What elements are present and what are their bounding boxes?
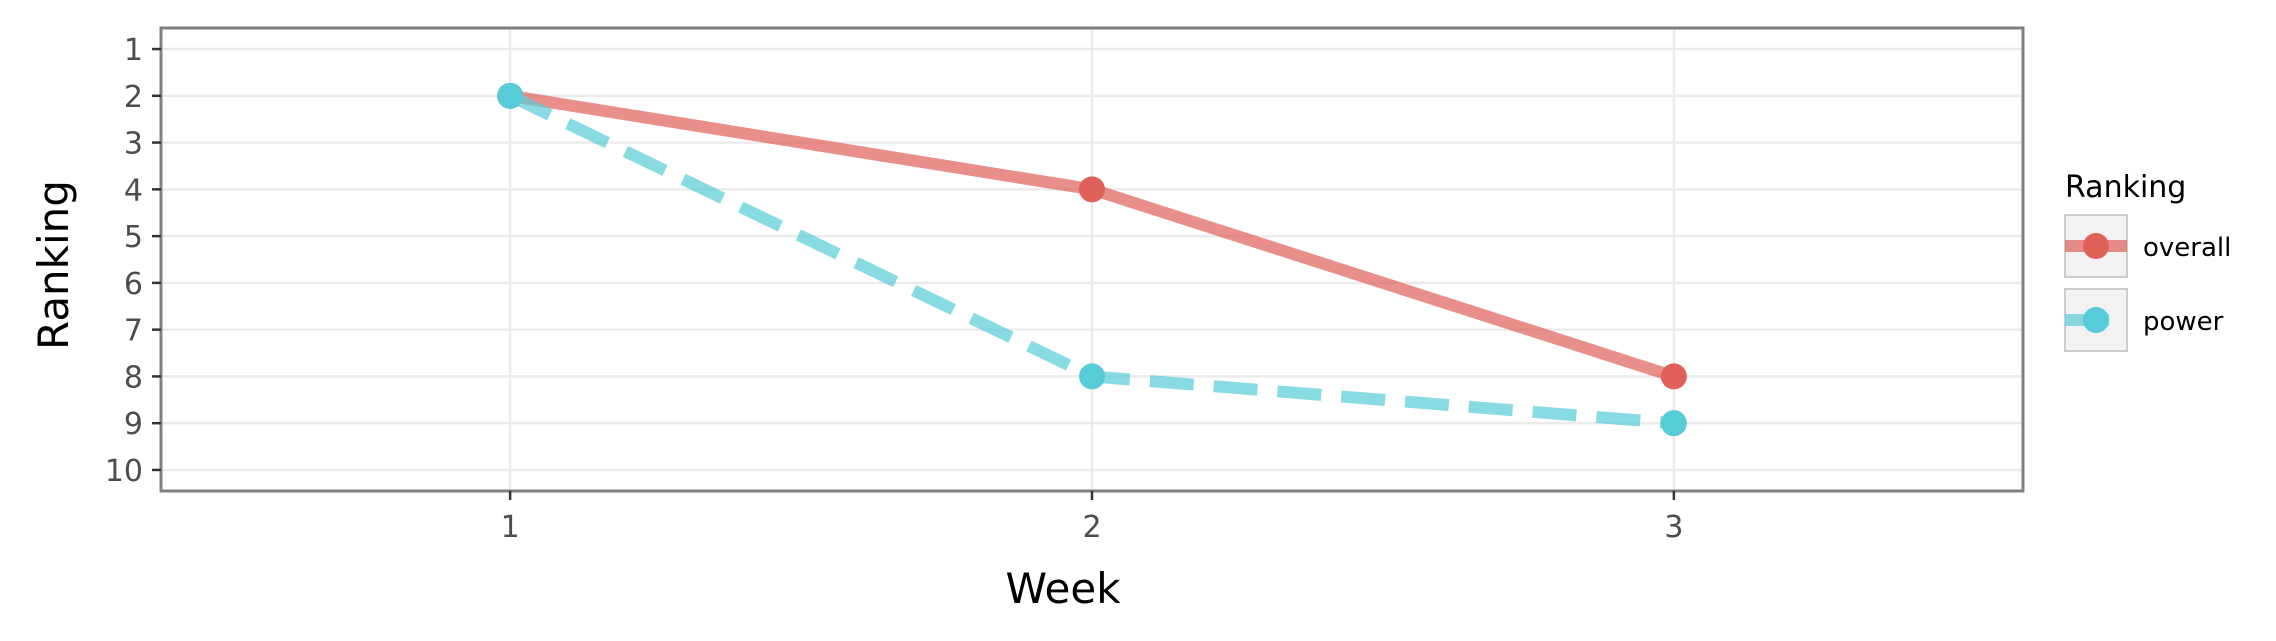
x-tick-label: 2	[1082, 510, 1101, 545]
y-tick-label: 10	[105, 454, 143, 489]
x-tick-label: 1	[501, 510, 520, 545]
x-axis-ticks: 1 2 3	[501, 491, 1683, 545]
legend-title: Ranking	[2065, 170, 2186, 205]
y-axis-title: Ranking	[29, 180, 78, 350]
y-tick-label: 1	[124, 33, 143, 68]
legend-label-power: power	[2143, 307, 2224, 337]
grid	[161, 28, 2023, 491]
data-point-overall	[1660, 363, 1687, 390]
legend-marker-power	[2083, 307, 2109, 333]
y-tick-label: 8	[124, 360, 143, 395]
y-axis-ticks: 1 2 3 4 5 6 7 8 9 10	[105, 33, 161, 489]
legend: Ranking overall power	[2064, 170, 2231, 352]
legend-label-overall: overall	[2143, 233, 2231, 263]
y-tick-label: 3	[124, 127, 143, 162]
series-points	[497, 82, 1687, 437]
legend-marker-overall	[2083, 233, 2109, 259]
data-point-power	[1660, 410, 1687, 437]
y-tick-label: 5	[124, 220, 143, 255]
y-tick-label: 9	[124, 407, 143, 442]
data-point-power	[1079, 363, 1105, 390]
y-tick-label: 4	[124, 173, 143, 208]
x-axis-title: Week	[1005, 564, 1121, 613]
y-tick-label: 7	[124, 314, 143, 349]
y-tick-label: 6	[124, 267, 143, 302]
y-tick-label: 2	[124, 80, 143, 115]
x-tick-label: 3	[1664, 510, 1683, 545]
data-point-overall	[1079, 176, 1105, 203]
data-point-power	[497, 82, 524, 109]
